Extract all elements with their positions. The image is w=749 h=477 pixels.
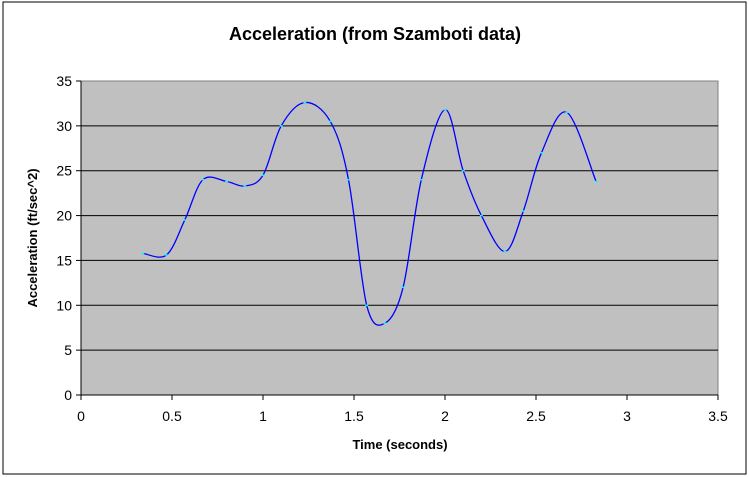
x-tick-label: 0.5 <box>162 408 182 424</box>
y-tick-label: 25 <box>56 163 72 179</box>
x-tick-label: 1.5 <box>344 408 364 424</box>
plot-area <box>80 80 719 396</box>
x-tick-label: 3.5 <box>708 408 728 424</box>
y-tick-label: 0 <box>64 387 72 403</box>
x-tick-label: 2.5 <box>526 408 546 424</box>
y-tick-label: 10 <box>56 297 72 313</box>
y-tick-label: 30 <box>56 118 72 134</box>
y-tick-labels: 0 5 10 15 20 25 30 35 <box>56 73 72 403</box>
x-tick-label: 2 <box>441 408 449 424</box>
x-tick-labels: 0 0.5 1 1.5 2 2.5 3 3.5 <box>77 408 728 424</box>
grid-lines <box>81 125 718 351</box>
x-axis-label: Time (seconds) <box>352 437 447 452</box>
y-tick-label: 15 <box>56 252 72 268</box>
y-tick-label: 20 <box>56 208 72 224</box>
x-tick-label: 0 <box>77 408 85 424</box>
x-tick-label: 3 <box>623 408 631 424</box>
axes <box>76 80 719 400</box>
data-markers <box>141 101 598 324</box>
y-axis-label: Acceleration (ft/sec^2) <box>25 168 40 307</box>
chart-title: Acceleration (from Szamboti data) <box>229 24 521 44</box>
y-tick-label: 35 <box>56 73 72 89</box>
y-tick-label: 5 <box>64 342 72 358</box>
x-tick-label: 1 <box>259 408 267 424</box>
